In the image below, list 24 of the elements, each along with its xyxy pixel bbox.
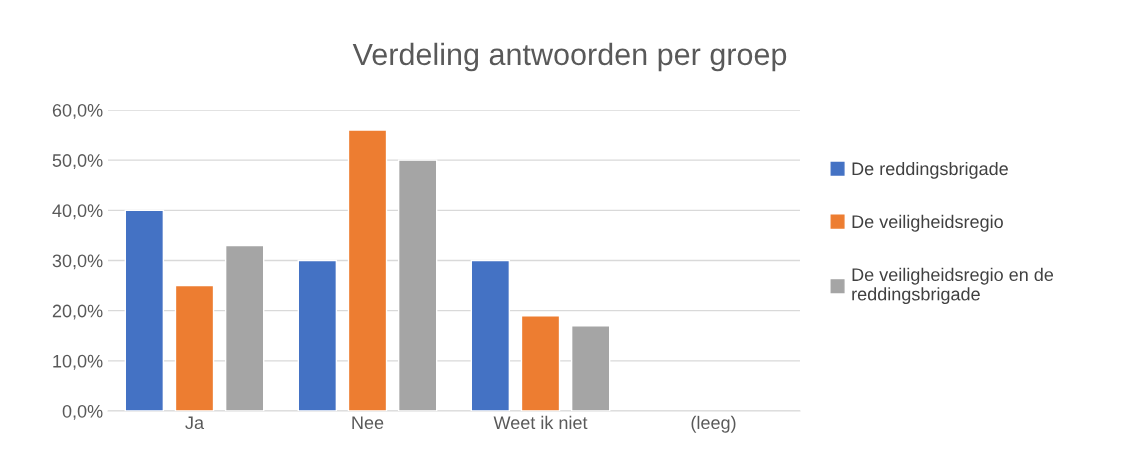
bar bbox=[174, 284, 215, 411]
bar bbox=[397, 159, 438, 411]
legend-label: De veiligheidsregio en de reddingsbrigade bbox=[852, 267, 1054, 305]
bar bbox=[470, 259, 511, 411]
legend-label: De veiligheidsregio bbox=[852, 214, 1003, 232]
bar bbox=[224, 244, 265, 411]
y-tick-label: 20,0% bbox=[52, 304, 103, 320]
x-tick-label: Ja bbox=[185, 416, 205, 430]
y-tick-label: 40,0% bbox=[52, 204, 103, 220]
y-tick-label: 10,0% bbox=[53, 354, 103, 370]
bar bbox=[520, 314, 561, 411]
bar bbox=[124, 209, 165, 411]
y-tick-label: 0,0% bbox=[62, 404, 103, 420]
bar bbox=[347, 129, 388, 411]
y-tick-label: 60,0% bbox=[52, 103, 103, 119]
y-tick-label: 50,0% bbox=[52, 154, 103, 170]
chart-title: Verdeling antwoorden per groep bbox=[352, 42, 787, 72]
x-tick-label: Nee bbox=[352, 416, 384, 430]
x-tick-label: Weet ik niet bbox=[493, 415, 588, 430]
x-tick-label: (leeg) bbox=[691, 415, 736, 433]
y-tick-label: 30,0% bbox=[52, 254, 103, 270]
bar bbox=[297, 259, 338, 411]
legend-label: De reddingsbrigade bbox=[852, 161, 1008, 179]
bar bbox=[570, 325, 611, 411]
